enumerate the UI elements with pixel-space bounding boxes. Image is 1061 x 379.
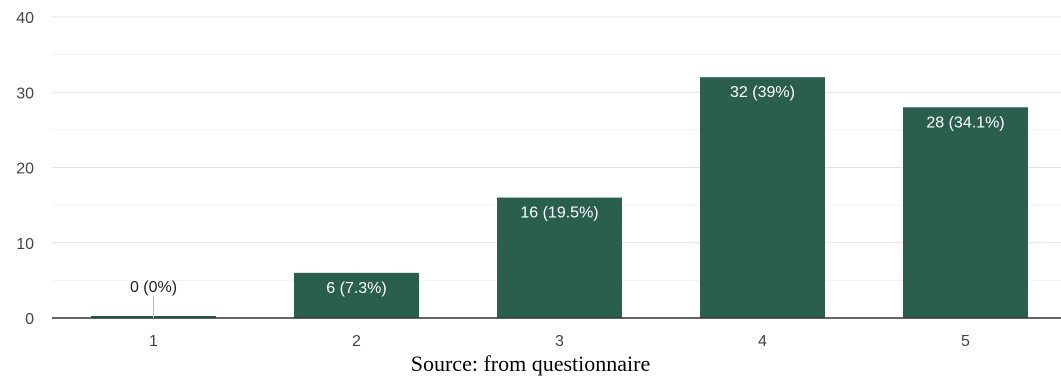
x-tick-label-3: 3 (555, 333, 564, 350)
x-tick-label-4: 4 (758, 333, 767, 350)
bars (91, 77, 1028, 318)
y-axis: 0 10 20 30 40 (16, 10, 34, 328)
y-tick-label: 20 (16, 161, 34, 178)
x-tick-label-5: 5 (961, 333, 970, 350)
x-tick-label-1: 1 (149, 333, 158, 350)
source-caption: Source: from questionnaire (410, 351, 651, 376)
bar-2 (294, 272, 419, 318)
data-label-4: 32 (39%) (730, 84, 795, 101)
bar-4 (700, 77, 825, 318)
data-labels: 0 (0%) 6 (7.3%) 16 (19.5%) 32 (39%) 28 (34.1… (130, 84, 1005, 318)
y-tick-label: 30 (16, 85, 34, 102)
y-tick-label: 10 (16, 236, 34, 253)
y-tick-label: 40 (16, 10, 34, 27)
y-tick-label: 0 (25, 311, 34, 328)
bar-3 (497, 197, 622, 318)
data-label-5: 28 (34.1%) (926, 114, 1004, 131)
data-label-3: 16 (19.5%) (520, 205, 598, 222)
x-tick-label-2: 2 (352, 333, 361, 350)
data-label-2: 6 (7.3%) (326, 280, 386, 297)
x-axis: 1 2 3 4 5 (149, 333, 970, 350)
bar-5 (903, 107, 1028, 318)
data-label-1: 0 (0%) (130, 279, 177, 296)
